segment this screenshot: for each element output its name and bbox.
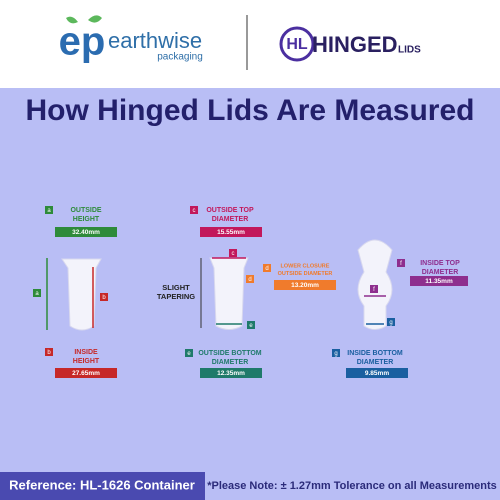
leaf-icon xyxy=(66,15,102,24)
value-box xyxy=(410,276,468,286)
value-box xyxy=(346,368,408,378)
letter-badge xyxy=(190,206,198,214)
diagram-letter: b xyxy=(102,295,106,301)
brand1-sub: packaging xyxy=(157,52,203,63)
value-box xyxy=(274,280,336,290)
letter: f xyxy=(400,261,402,267)
tolerance-note: *Please Note: ± 1.27mm Tolerance on all … xyxy=(207,480,497,492)
letter-badge xyxy=(263,264,271,272)
letter: g xyxy=(334,351,337,357)
measurement-label: HEIGHT xyxy=(73,216,100,223)
hinged-lid xyxy=(357,239,393,330)
diagram-badge xyxy=(247,321,255,329)
brand2-mark: HL xyxy=(286,36,308,53)
measurement-label: OUTSIDE TOP xyxy=(206,207,254,214)
reference: Reference: HL-1626 Container xyxy=(9,477,195,492)
tapering-label: SLIGHT xyxy=(162,283,190,292)
diagram-letter: g xyxy=(389,320,392,326)
measurement-label: DIAMETER xyxy=(357,359,394,366)
measurement-label: DIAMETER xyxy=(422,269,459,276)
diagram-badge xyxy=(33,289,41,297)
measurement-value: 12.35mm xyxy=(217,370,245,377)
measurement-value: 11.35mm xyxy=(425,278,453,285)
diagram-badge xyxy=(246,275,254,283)
brand2-sub: LIDS xyxy=(398,45,421,56)
measurement-value: 32.40mm xyxy=(72,229,100,236)
measurement-value: 27.65mm xyxy=(72,370,100,377)
letter-badge xyxy=(45,206,53,214)
measurement-label: DIAMETER xyxy=(212,216,249,223)
measurement-label: OUTSIDE DIAMETER xyxy=(278,271,333,277)
measurement-label: INSIDE xyxy=(74,349,98,356)
measurement-label: DIAMETER xyxy=(212,359,249,366)
brand2-name: HINGED xyxy=(312,32,398,57)
letter: b xyxy=(47,350,51,356)
value-box xyxy=(200,368,262,378)
diagram-letter: d xyxy=(248,277,251,283)
measurement-value: 15.55mm xyxy=(217,229,245,236)
diagram-badge xyxy=(370,285,378,293)
tapering-label: TAPERING xyxy=(157,292,195,301)
diagram-badge xyxy=(229,249,237,257)
diagram-letter: f xyxy=(373,287,375,293)
letter: c xyxy=(193,208,196,214)
value-box xyxy=(55,368,117,378)
letter-badge xyxy=(332,349,340,357)
container xyxy=(209,257,249,330)
value-box xyxy=(55,227,117,237)
diagram-badge xyxy=(100,293,108,301)
diagram-letter: a xyxy=(35,291,39,297)
diagram-letter: e xyxy=(249,323,253,329)
reference-box xyxy=(0,472,205,500)
diagram-badge xyxy=(387,318,395,326)
measurement-label: HEIGHT xyxy=(73,358,100,365)
diagram-letter: c xyxy=(232,251,235,257)
title: How Hinged Lids Are Measured xyxy=(26,94,475,127)
letter: e xyxy=(187,351,191,357)
measurement-label: INSIDE BOTTOM xyxy=(347,350,403,357)
brand1-mark: ep xyxy=(59,20,106,64)
letter-badge xyxy=(45,348,53,356)
value-box xyxy=(200,227,262,237)
brand2-ring xyxy=(279,26,315,62)
letter: a xyxy=(47,208,51,214)
measurement-label: INSIDE TOP xyxy=(420,260,460,267)
letter-badge xyxy=(397,259,405,267)
measurement-label: LOWER CLOSURE xyxy=(281,263,330,269)
brand1-name: earthwise xyxy=(108,28,202,53)
measurement-label: OUTSIDE xyxy=(70,207,101,214)
measurement-value: 9.85mm xyxy=(365,370,389,377)
container xyxy=(61,258,102,331)
letter-badge xyxy=(185,349,193,357)
measurement-value: 13.20mm xyxy=(291,282,319,289)
measurement-label: OUTSIDE BOTTOM xyxy=(198,350,261,357)
header-band xyxy=(0,0,500,88)
letter: d xyxy=(265,266,268,272)
